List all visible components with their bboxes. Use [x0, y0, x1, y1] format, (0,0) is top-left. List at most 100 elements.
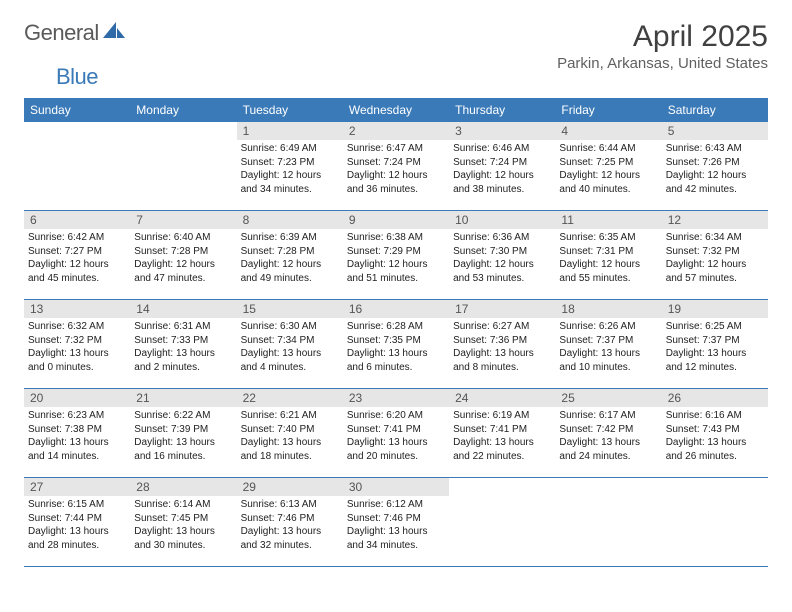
daylight-text: Daylight: 13 hours and 10 minutes.	[559, 347, 657, 374]
calendar-cell: 25Sunrise: 6:17 AMSunset: 7:42 PMDayligh…	[555, 389, 661, 478]
day-content: Sunrise: 6:17 AMSunset: 7:42 PMDaylight:…	[555, 407, 661, 467]
daylight-text: Daylight: 12 hours and 57 minutes.	[666, 258, 764, 285]
calendar-table: Sunday Monday Tuesday Wednesday Thursday…	[24, 98, 768, 567]
daylight-text: Daylight: 13 hours and 6 minutes.	[347, 347, 445, 374]
day-content: Sunrise: 6:49 AMSunset: 7:23 PMDaylight:…	[237, 140, 343, 200]
day-number: 24	[449, 389, 555, 407]
day-number: 17	[449, 300, 555, 318]
day-content: Sunrise: 6:42 AMSunset: 7:27 PMDaylight:…	[24, 229, 130, 289]
calendar-cell: 28Sunrise: 6:14 AMSunset: 7:45 PMDayligh…	[130, 478, 236, 567]
sunrise-text: Sunrise: 6:40 AM	[134, 231, 232, 245]
day-content: Sunrise: 6:21 AMSunset: 7:40 PMDaylight:…	[237, 407, 343, 467]
day-number: 29	[237, 478, 343, 496]
sunrise-text: Sunrise: 6:36 AM	[453, 231, 551, 245]
daylight-text: Daylight: 13 hours and 24 minutes.	[559, 436, 657, 463]
col-tuesday: Tuesday	[237, 98, 343, 122]
daylight-text: Daylight: 12 hours and 55 minutes.	[559, 258, 657, 285]
sunset-text: Sunset: 7:28 PM	[241, 245, 339, 259]
sunrise-text: Sunrise: 6:12 AM	[347, 498, 445, 512]
sunrise-text: Sunrise: 6:35 AM	[559, 231, 657, 245]
calendar-cell-empty	[130, 122, 236, 211]
calendar-cell: 12Sunrise: 6:34 AMSunset: 7:32 PMDayligh…	[662, 211, 768, 300]
sunset-text: Sunset: 7:42 PM	[559, 423, 657, 437]
calendar-cell: 26 Sunrise: 6:16 AMSunset: 7:43 PMDayligh…	[662, 389, 768, 478]
calendar-cell: 19Sunrise: 6:25 AMSunset: 7:37 PMDayligh…	[662, 300, 768, 389]
day-content: Sunrise: 6:25 AMSunset: 7:37 PMDaylight:…	[662, 318, 768, 378]
day-content: Sunrise: 6:26 AMSunset: 7:37 PMDaylight:…	[555, 318, 661, 378]
daylight-text: Daylight: 13 hours and 22 minutes.	[453, 436, 551, 463]
sunrise-text: Sunrise: 6:39 AM	[241, 231, 339, 245]
day-number: 22	[237, 389, 343, 407]
day-number: 26	[662, 389, 768, 407]
day-number: 23	[343, 389, 449, 407]
calendar-cell: 27Sunrise: 6:15 AMSunset: 7:44 PMDayligh…	[24, 478, 130, 567]
daylight-text: Daylight: 13 hours and 26 minutes.	[666, 436, 764, 463]
sunrise-text: Sunrise: 6:21 AM	[241, 409, 339, 423]
daylight-text: Daylight: 12 hours and 45 minutes.	[28, 258, 126, 285]
calendar-cell: 29Sunrise: 6:13 AMSunset: 7:46 PMDayligh…	[237, 478, 343, 567]
sunrise-text: Sunrise: 6:26 AM	[559, 320, 657, 334]
day-content: Sunrise: 6:34 AMSunset: 7:32 PMDaylight:…	[662, 229, 768, 289]
day-content: Sunrise: 6:38 AMSunset: 7:29 PMDaylight:…	[343, 229, 449, 289]
sunrise-text: Sunrise: 6:28 AM	[347, 320, 445, 334]
day-number: 7	[130, 211, 236, 229]
calendar-cell: 1Sunrise: 6:49 AMSunset: 7:23 PMDaylight…	[237, 122, 343, 211]
day-number: 10	[449, 211, 555, 229]
day-number: 1	[237, 122, 343, 140]
sunrise-text: Sunrise: 6:16 AM	[666, 409, 764, 423]
day-content: Sunrise: 6:39 AMSunset: 7:28 PMDaylight:…	[237, 229, 343, 289]
sunset-text: Sunset: 7:44 PM	[28, 512, 126, 526]
sunrise-text: Sunrise: 6:25 AM	[666, 320, 764, 334]
day-content: Sunrise: 6:12 AMSunset: 7:46 PMDaylight:…	[343, 496, 449, 556]
calendar-cell: 13Sunrise: 6:32 AMSunset: 7:32 PMDayligh…	[24, 300, 130, 389]
sunset-text: Sunset: 7:43 PM	[666, 423, 764, 437]
calendar-row: 20Sunrise: 6:23 AMSunset: 7:38 PMDayligh…	[24, 389, 768, 478]
day-number: 8	[237, 211, 343, 229]
sunrise-text: Sunrise: 6:47 AM	[347, 142, 445, 156]
daylight-text: Daylight: 12 hours and 40 minutes.	[559, 169, 657, 196]
day-content: Sunrise: 6:23 AMSunset: 7:38 PMDaylight:…	[24, 407, 130, 467]
daylight-text: Daylight: 13 hours and 12 minutes.	[666, 347, 764, 374]
sunset-text: Sunset: 7:29 PM	[347, 245, 445, 259]
sunset-text: Sunset: 7:40 PM	[241, 423, 339, 437]
sunrise-text: Sunrise: 6:22 AM	[134, 409, 232, 423]
day-content: Sunrise: 6:36 AMSunset: 7:30 PMDaylight:…	[449, 229, 555, 289]
day-content: Sunrise: 6:30 AMSunset: 7:34 PMDaylight:…	[237, 318, 343, 378]
sunrise-text: Sunrise: 6:34 AM	[666, 231, 764, 245]
sunrise-text: Sunrise: 6:46 AM	[453, 142, 551, 156]
sunset-text: Sunset: 7:37 PM	[559, 334, 657, 348]
daylight-text: Daylight: 13 hours and 0 minutes.	[28, 347, 126, 374]
daylight-text: Daylight: 12 hours and 36 minutes.	[347, 169, 445, 196]
day-content: Sunrise: 6:47 AMSunset: 7:24 PMDaylight:…	[343, 140, 449, 200]
day-content: Sunrise: 6:28 AMSunset: 7:35 PMDaylight:…	[343, 318, 449, 378]
sunset-text: Sunset: 7:32 PM	[666, 245, 764, 259]
sunrise-text: Sunrise: 6:49 AM	[241, 142, 339, 156]
day-number: 16	[343, 300, 449, 318]
day-number: 3	[449, 122, 555, 140]
col-thursday: Thursday	[449, 98, 555, 122]
calendar-cell: 18Sunrise: 6:26 AMSunset: 7:37 PMDayligh…	[555, 300, 661, 389]
calendar-row: 6Sunrise: 6:42 AMSunset: 7:27 PMDaylight…	[24, 211, 768, 300]
daylight-text: Daylight: 13 hours and 8 minutes.	[453, 347, 551, 374]
col-sunday: Sunday	[24, 98, 130, 122]
daylight-text: Daylight: 13 hours and 18 minutes.	[241, 436, 339, 463]
col-wednesday: Wednesday	[343, 98, 449, 122]
daylight-text: Daylight: 12 hours and 51 minutes.	[347, 258, 445, 285]
calendar-cell: 30Sunrise: 6:12 AMSunset: 7:46 PMDayligh…	[343, 478, 449, 567]
day-number: 5	[662, 122, 768, 140]
day-content: Sunrise: 6:43 AMSunset: 7:26 PMDaylight:…	[662, 140, 768, 200]
logo: General	[24, 20, 127, 46]
day-number: 14	[130, 300, 236, 318]
sunset-text: Sunset: 7:46 PM	[347, 512, 445, 526]
day-content: Sunrise: 6:14 AMSunset: 7:45 PMDaylight:…	[130, 496, 236, 556]
calendar-cell-empty	[662, 478, 768, 567]
calendar-row: 1Sunrise: 6:49 AMSunset: 7:23 PMDaylight…	[24, 122, 768, 211]
sunset-text: Sunset: 7:25 PM	[559, 156, 657, 170]
sunset-text: Sunset: 7:31 PM	[559, 245, 657, 259]
calendar-cell: 16Sunrise: 6:28 AMSunset: 7:35 PMDayligh…	[343, 300, 449, 389]
calendar-cell: 7Sunrise: 6:40 AMSunset: 7:28 PMDaylight…	[130, 211, 236, 300]
sunset-text: Sunset: 7:28 PM	[134, 245, 232, 259]
day-number: 9	[343, 211, 449, 229]
col-friday: Friday	[555, 98, 661, 122]
calendar-cell: 6Sunrise: 6:42 AMSunset: 7:27 PMDaylight…	[24, 211, 130, 300]
